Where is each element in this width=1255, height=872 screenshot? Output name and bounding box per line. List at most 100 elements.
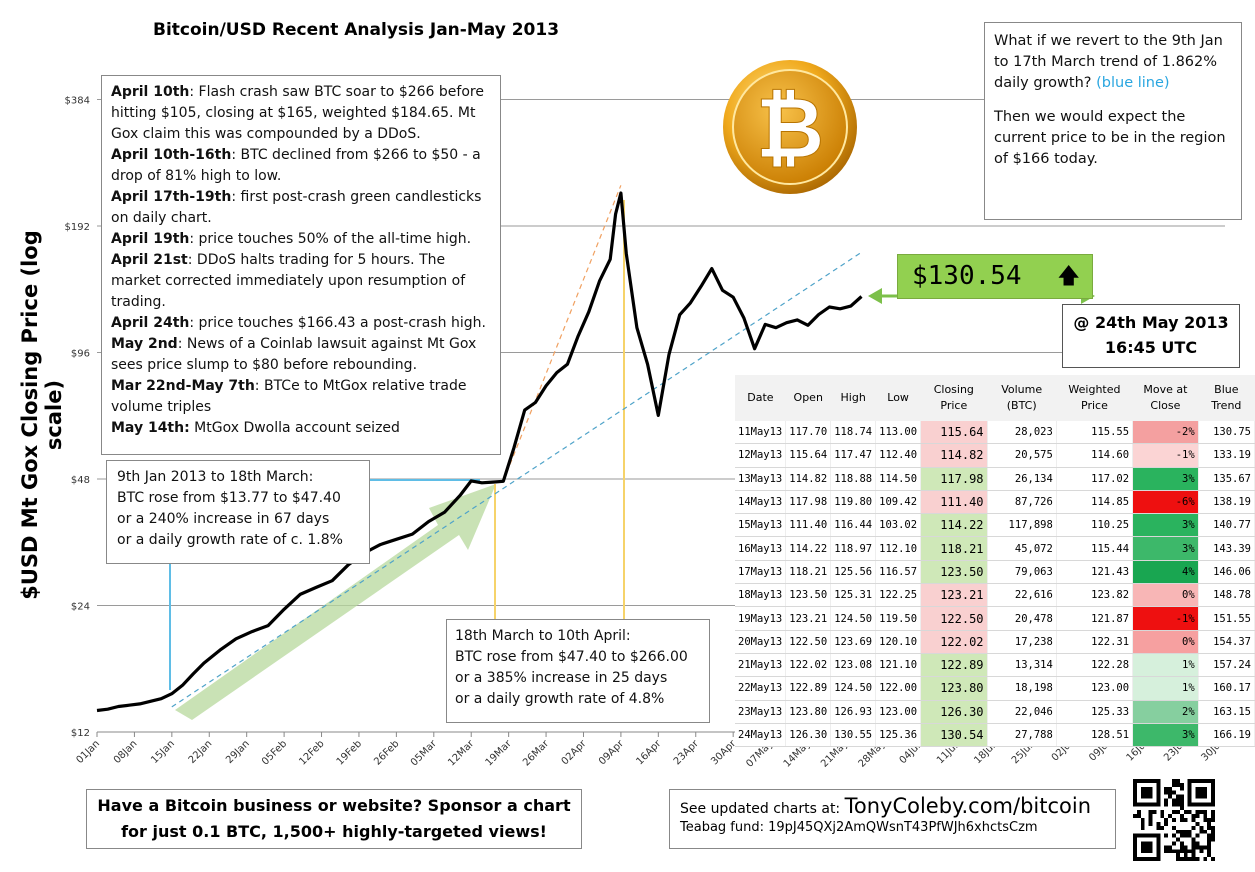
table-cell: 124.50 [830,676,877,701]
period-two-box: 18th March to 10th April: BTC rose from … [446,619,710,723]
event-note: Mar 22nd-May 7th: BTCe to MtGox relative… [111,376,491,418]
table-cell: 123.08 [830,653,877,678]
event-note-text: : News of a Coinlab lawsuit against Mt G… [111,336,477,373]
table-cell: 118.88 [830,467,877,491]
table-cell: -1% [1132,443,1199,468]
table-cell: 119.50 [875,606,922,631]
trend-line [502,185,622,482]
table-cell: 19May13 [735,606,787,631]
table-cell: 117.47 [830,443,877,468]
table-cell: 18,198 [987,676,1057,701]
bitcoin-logo-icon: ₿ [723,60,857,194]
table-cell: 121.43 [1056,560,1134,585]
table-cell: 0% [1132,630,1199,654]
price-table: Date Open High Low Closing Price Volume (BTC)… [735,375,1255,748]
timestamp-time: 16:45 UTC [1104,338,1198,357]
table-cell: 123.50 [920,560,988,585]
table-cell: 133.19 [1198,443,1255,468]
table-cell: 109.42 [875,490,922,515]
timestamp-date: @ 24th May 2013 [1073,313,1229,332]
table-cell: 160.17 [1198,676,1255,701]
event-note-text: : price touches $166.43 a post-crash hig… [189,315,486,331]
qr-code-icon [1133,779,1215,861]
series-group [96,185,863,713]
table-cell: 117.02 [1056,467,1134,491]
table-cell: 22,616 [987,583,1057,608]
table-cell: 112.40 [875,443,922,468]
table-header: Closing Price [920,375,988,421]
table-cell: 138.19 [1198,490,1255,515]
table-cell: 118.21 [920,536,988,561]
table-cell: 122.28 [1056,653,1134,678]
table-cell: 117.70 [785,421,832,445]
x-tick-label: 29Jan [224,738,252,766]
trend-question-box: What if we revert to the 9th Jan to 17th… [984,22,1242,220]
table-row: 11May13 117.70 118.74 113.00 115.64 28,023 115… [735,421,1255,445]
table-header: Low [875,375,921,421]
table-cell: 22May13 [735,676,787,701]
event-note: May 14th: MtGox Dwolla account seized [111,418,491,439]
event-note-text: : BTC declined from $266 to $50 - a drop… [111,147,481,184]
table-cell: 1% [1132,676,1199,701]
table-cell: 3% [1132,467,1199,491]
event-note-date: April 21st [111,252,188,268]
table-cell: 121.87 [1056,606,1134,631]
period-one-box: 9th Jan 2013 to 18th March: BTC rose fro… [106,460,370,564]
table-cell: 122.02 [785,653,832,678]
table-cell: 111.40 [785,513,832,538]
table-cell: 0% [1132,583,1199,608]
growth-arrow [175,484,496,720]
question-text: What if we revert to the 9th Jan to 17th… [994,33,1223,91]
table-row: 19May13 123.21 124.50 119.50 122.50 20,478 121… [735,606,1255,631]
table-cell: 45,072 [987,536,1057,561]
table-cell: 18May13 [735,583,787,608]
table-cell: 115.64 [920,421,988,445]
table-cell: 26,134 [987,467,1057,491]
table-cell: 20,478 [987,606,1057,631]
table-cell: 114.60 [1056,443,1134,468]
table-cell: 126.93 [830,700,877,724]
table-cell: 122.02 [920,630,988,654]
table-cell: 116.57 [875,560,922,585]
table-row: 17May13 118.21 125.56 116.57 123.50 79,063 121… [735,560,1255,585]
table-cell: 114.22 [920,513,988,538]
y-tick-label: $192 [65,222,90,233]
sponsor-line: Have a Bitcoin business or website? Spon… [97,796,571,815]
table-cell: 110.25 [1056,513,1134,538]
table-cell: 126.30 [785,723,832,748]
x-tick-label: 01Jan [74,738,102,766]
table-cell: 113.00 [875,421,922,445]
site-link[interactable]: TonyColeby.com/bitcoin [844,794,1092,818]
table-cell: 14May13 [735,490,787,515]
table-cell: 115.64 [785,443,832,468]
svg-text:₿: ₿ [756,79,824,177]
table-cell: 17May13 [735,560,787,585]
table-cell: 118.97 [830,536,877,561]
table-cell: 114.50 [875,467,922,491]
event-note-text: : price touches 50% of the all-time high… [189,231,472,247]
table-cell: 151.55 [1198,606,1255,631]
table-cell: 130.55 [830,723,877,748]
event-note: April 10th-16th: BTC declined from $266 … [111,145,491,187]
period-two-line: or a 385% increase in 25 days [455,670,668,686]
table-cell: 125.56 [830,560,877,585]
period-two-line: 18th March to 10th April: [455,628,631,644]
table-cell: 123.80 [920,676,988,701]
table-cell: 115.55 [1056,421,1134,445]
sponsor-box: Have a Bitcoin business or website? Spon… [86,789,582,849]
table-cell: 123.69 [830,630,877,654]
table-row: 16May13 114.22 118.97 112.10 118.21 45,072 115… [735,536,1255,561]
table-cell: 157.24 [1198,653,1255,678]
table-cell: 114.82 [920,443,988,468]
table-cell: 116.44 [830,513,877,538]
table-cell: 128.51 [1056,723,1134,748]
event-note-date: April 10th-16th [111,147,232,163]
table-cell: 3% [1132,513,1199,538]
event-note-text: : DDoS halts trading for 5 hours. The ma… [111,252,466,310]
table-cell: 13May13 [735,467,787,491]
y-tick-label: $12 [71,728,90,739]
up-arrow-icon: 🡅 [1057,264,1080,289]
table-cell: 112.10 [875,536,922,561]
table-row: 15May13 111.40 116.44 103.02 114.22 117,898 11… [735,513,1255,538]
event-note: April 10th: Flash crash saw BTC soar to … [111,82,491,145]
